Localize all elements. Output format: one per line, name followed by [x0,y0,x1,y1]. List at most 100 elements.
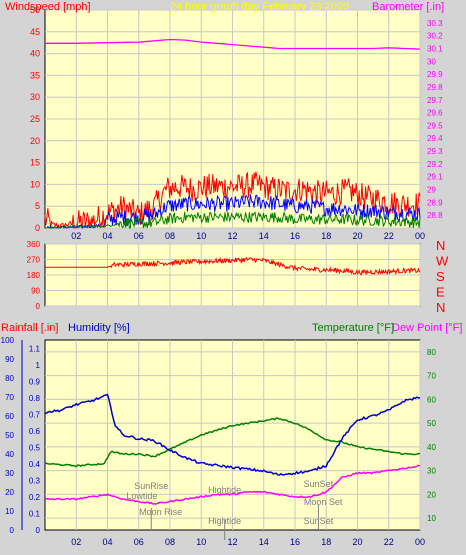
wind-y-tick-label: 45 [30,27,40,37]
rain-y-tick-label: 0.3 [29,476,41,485]
barometer-y-tick-label: 30.3 [427,19,443,28]
temperature-y-tick-label: 20 [427,490,436,499]
temperature-y-tick-label: 50 [427,419,436,428]
wind-y-tick-label: 15 [30,158,40,168]
wind-x-tick-label: 10 [196,231,206,241]
barometer-y-tick-label: 28.9 [427,198,443,207]
wind-x-tick-label: 02 [71,231,81,241]
wind-x-tick-label: 08 [165,231,175,241]
humidity-y-tick-label: 20 [5,488,14,497]
bottom-x-tick-label: 14 [259,537,269,547]
event-label: Lowtide [126,491,157,501]
wind-y-tick-label: 10 [30,179,40,189]
barometer-y-tick-label: 29.7 [427,96,443,105]
barometer-y-tick-label: 29.6 [427,109,443,118]
direction-y-tick-label: 180 [27,271,41,280]
bottom-x-tick-label: 20 [352,537,362,547]
direction-y-ticks: 0 90 180 270 360 [27,240,41,311]
barometer-y-tick-label: 29.3 [427,147,443,156]
bottom-x-tick-label: 22 [384,537,394,547]
bottom-x-tick-label: 06 [134,537,144,547]
wind-gust-line [44,171,421,229]
bottom-x-tick-label: 02 [71,537,81,547]
event-label: Moon Set [304,497,343,507]
barometer-axis-title: Barometer [.in] [372,1,444,13]
direction-series [45,256,421,276]
humidity-axis-title: Humidity [%] [68,322,130,334]
barometer-y-tick-label: 29.2 [427,160,443,169]
dewpoint-line [44,464,421,505]
rain-y-tick-label: 0.1 [29,509,41,518]
event-label: SunSet [304,479,334,489]
temperature-y-tick-label: 70 [427,372,436,381]
wind-y-tick-label: 0 [35,223,40,233]
rainfall-axis-title: Rainfall [.in] [1,322,58,334]
wind-axis-title: Windspeed [mph] [5,1,91,13]
barometer-y-tick-label: 29.8 [427,83,443,92]
compass-label: E [436,285,445,300]
humidity-y-ticks: 0 10 20 30 40 50 60 70 80 90 100 [1,336,15,535]
wind-y-ticks: 0 5 10 15 20 25 30 35 40 45 50 [30,5,40,233]
barometer-y-tick-label: 29.4 [427,134,443,143]
wind-y-tick-label: 5 [35,201,40,211]
humidity-y-tick-label: 60 [5,412,14,421]
bottom-x-tick-label: 04 [102,537,112,547]
direction-y-tick-label: 270 [27,256,41,265]
rain-y-tick-label: 0.9 [29,377,41,386]
bottom-x-ticks: 02 04 06 08 10 12 14 16 18 20 22 00 [71,537,425,547]
temperature-y-tick-label: 60 [427,395,436,404]
wind-x-tick-label: 22 [384,231,394,241]
wind-lull-line [45,210,421,229]
event-label: Hightide [208,485,241,495]
barometer-y-tick-label: 29.9 [427,70,443,79]
humidity-y-tick-label: 90 [5,355,14,364]
wind-y-tick-label: 50 [30,5,40,15]
humidity-temp-series [44,393,421,505]
rain-y-tick-label: 0.8 [29,394,41,403]
barometer-y-tick-label: 30.1 [427,44,443,53]
event-label: Moon Rise [139,507,182,517]
direction-y-tick-label: 360 [27,240,41,249]
humidity-y-tick-label: 70 [5,393,14,402]
wind-y-tick-label: 20 [30,136,40,146]
temperature-y-tick-label: 10 [427,514,436,523]
barometer-y-ticks: 28.8 28.9 29 29.1 29.2 29.3 29.4 29.5 29.6 29.7 29… [427,19,443,220]
compass-label: W [436,254,449,269]
barometer-y-tick-label: 29.5 [427,121,443,130]
wind-x-ticks: 02 04 06 08 10 12 14 16 18 20 22 00 [71,231,425,241]
bottom-x-tick-label: 16 [290,537,300,547]
wind-x-tick-label: 04 [102,231,112,241]
rain-y-tick-label: 1 [36,361,41,370]
humidity-y-tick-label: 100 [1,336,15,345]
wind-x-tick-label: 14 [259,231,269,241]
wind-x-tick-label: 20 [352,231,362,241]
wind-x-tick-label: 06 [134,231,144,241]
chart-title: 24 hour graph day February 23 2020 [170,1,349,13]
wind-y-tick-label: 30 [30,92,40,102]
bottom-x-tick-label: 08 [165,537,175,547]
wind-x-tick-label: 12 [227,231,237,241]
event-label: SunRise [134,481,168,491]
temperature-y-ticks: 10 20 30 40 50 60 70 80 [427,348,436,523]
barometer-y-tick-label: 29 [427,186,436,195]
temperature-axis-title: Temperature [°F] [312,322,394,334]
temperature-y-tick-label: 80 [427,348,436,357]
rain-y-tick-label: 0.2 [29,493,41,502]
barometer-y-tick-label: 28.8 [427,211,443,220]
wind-y-tick-label: 40 [30,49,40,59]
wind-average-line [45,194,421,229]
wind-x-tick-label: 16 [290,231,300,241]
wind-y-tick-label: 25 [30,114,40,124]
humidity-y-tick-label: 0 [10,526,15,535]
humidity-y-tick-label: 10 [5,507,14,516]
wind-direction-line [45,256,421,276]
rain-y-tick-label: 0.7 [29,410,41,419]
barometer-y-tick-label: 30 [427,57,436,66]
humidity-y-tick-label: 80 [5,374,14,383]
bottom-x-tick-label: 18 [321,537,331,547]
humidity-y-tick-label: 30 [5,469,14,478]
humidity-y-tick-label: 40 [5,450,14,459]
